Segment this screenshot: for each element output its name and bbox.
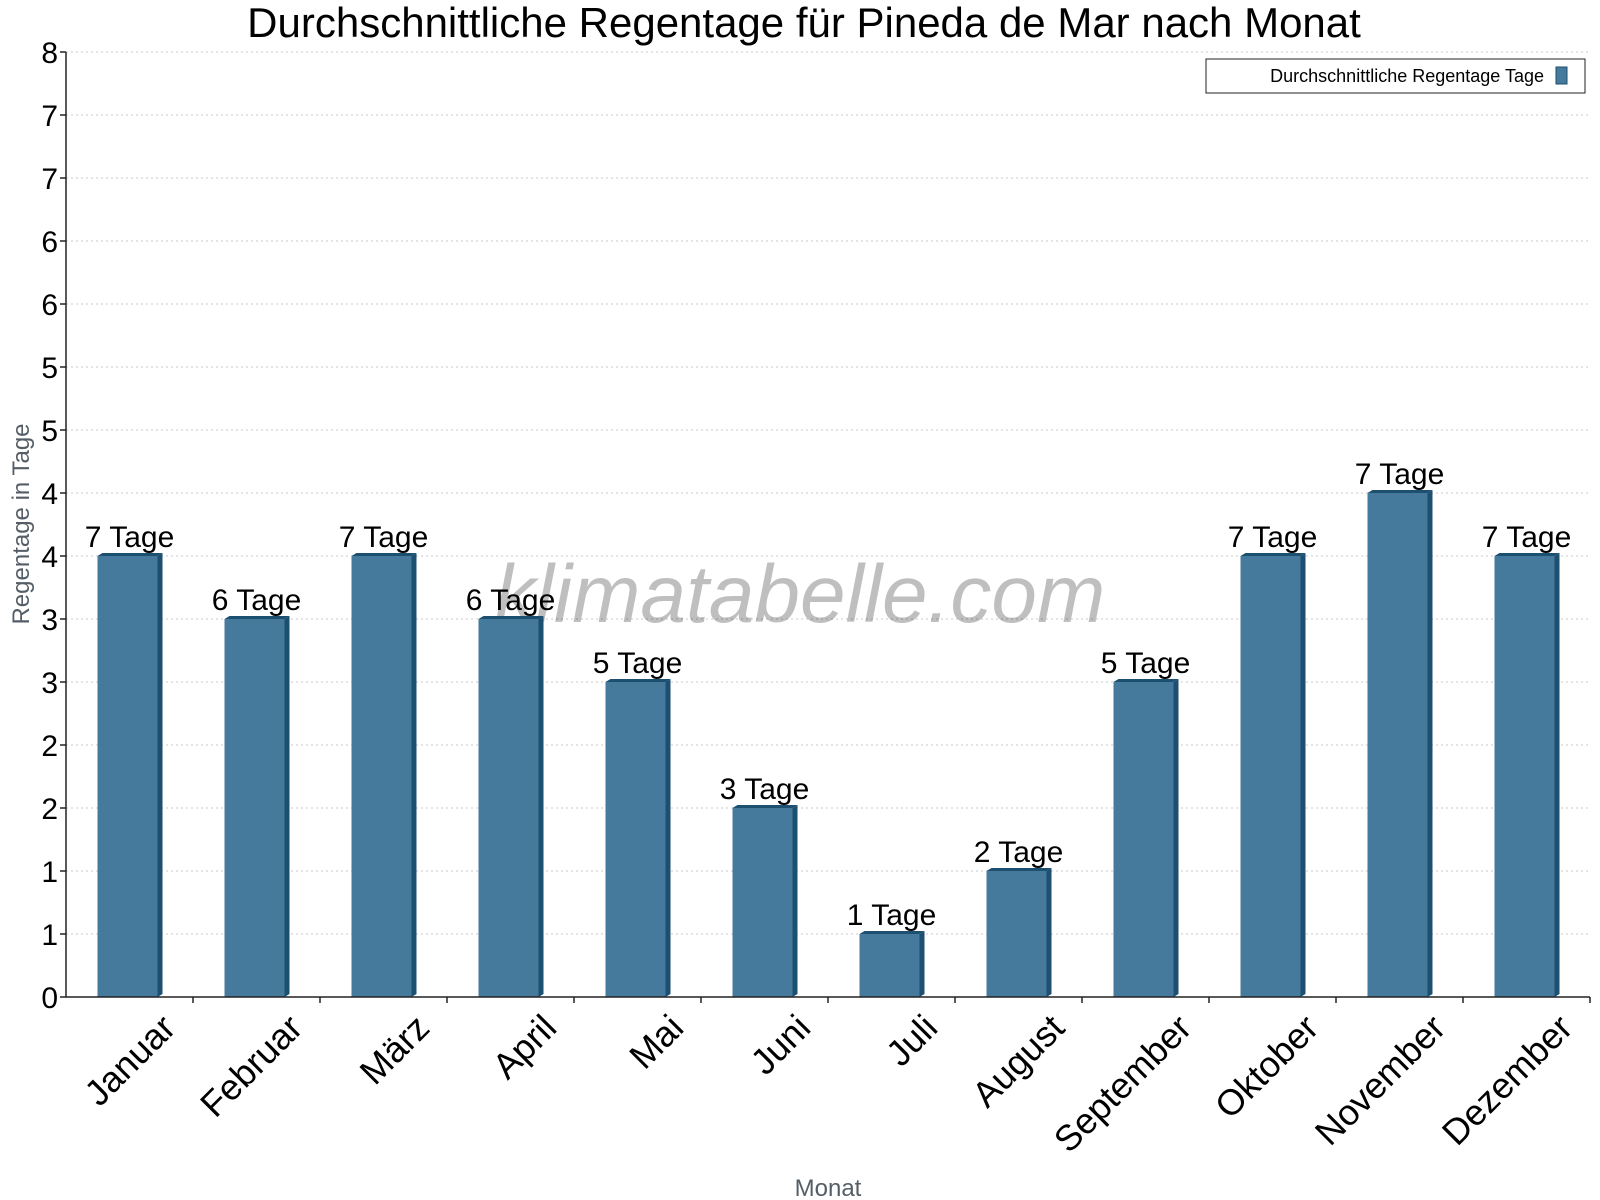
data-label: 7 Tage: [339, 521, 429, 554]
y-tick-label: 5: [41, 415, 58, 448]
bar-top: [859, 931, 925, 934]
data-label: 2 Tage: [974, 836, 1064, 869]
legend-swatch: [1555, 66, 1568, 85]
bar: [732, 808, 793, 997]
bar-side: [157, 553, 163, 997]
bar-top: [1494, 553, 1560, 556]
y-tick-label: 1: [41, 919, 58, 952]
bar: [1240, 556, 1301, 997]
bar-side: [665, 679, 671, 997]
bar: [478, 619, 539, 997]
x-tick-label: Dezember: [1434, 1007, 1580, 1153]
bar-side: [1173, 679, 1179, 997]
y-tick-label: 7: [41, 163, 58, 196]
y-tick-label: 4: [41, 541, 58, 574]
x-tick-label: Mai: [621, 1007, 691, 1077]
bar: [859, 934, 920, 997]
x-tick-label: September: [1046, 1007, 1200, 1161]
bar-side: [1046, 868, 1052, 997]
data-labels: 7 Tage 6 Tage 7 Tage 6 Tage 5 Tage 3 Tage 1 Ta…: [85, 458, 1572, 932]
x-tick-label: Januar: [76, 1007, 183, 1114]
y-tick-label: 5: [41, 352, 58, 385]
y-tick-label: 0: [41, 982, 58, 1015]
x-tick-label: November: [1307, 1007, 1453, 1153]
y-tick-label: 3: [41, 667, 58, 700]
bar-top: [986, 868, 1052, 871]
data-label: 5 Tage: [593, 647, 683, 680]
data-label: 6 Tage: [212, 584, 302, 617]
x-tick-label: April: [484, 1007, 564, 1087]
bar: [351, 556, 412, 997]
axes: [65, 52, 1590, 998]
bar-side: [1300, 553, 1306, 997]
bar-top: [97, 553, 163, 556]
y-tick-label: 7: [41, 100, 58, 133]
x-tick-label: August: [964, 1007, 1072, 1115]
data-label: 3 Tage: [720, 773, 810, 806]
data-label: 6 Tage: [466, 584, 556, 617]
bar-side: [792, 805, 798, 997]
bar: [605, 682, 666, 997]
bar-top: [351, 553, 417, 556]
data-label: 7 Tage: [1228, 521, 1318, 554]
data-label: 7 Tage: [1482, 521, 1572, 554]
bar-top: [605, 679, 671, 682]
y-tick-label: 2: [41, 730, 58, 763]
bar-side: [1554, 553, 1560, 997]
bars: [97, 490, 1560, 997]
chart-title: Durchschnittliche Regentage für Pineda d…: [247, 0, 1361, 46]
grid-lines: [66, 51, 1590, 935]
bar-side: [538, 616, 544, 997]
data-label: 7 Tage: [85, 521, 175, 554]
bar-side: [1427, 490, 1433, 997]
data-label: 5 Tage: [1101, 647, 1191, 680]
x-tick-label: Oktober: [1207, 1007, 1327, 1127]
legend: Durchschnittliche Regentage Tage: [1205, 58, 1586, 94]
bar: [986, 871, 1047, 997]
x-tick-label: Juli: [878, 1007, 945, 1074]
y-tick-label: 2: [41, 793, 58, 826]
bar: [97, 556, 158, 997]
data-label: 1 Tage: [847, 899, 937, 932]
legend-box: [1205, 58, 1586, 94]
bar: [1113, 682, 1174, 997]
bar-top: [224, 616, 290, 619]
bar-side: [919, 931, 925, 997]
bar-top: [478, 616, 544, 619]
data-label: 7 Tage: [1355, 458, 1445, 491]
y-tick-label: 6: [41, 226, 58, 259]
x-axis-label: Monat: [795, 1175, 862, 1200]
y-tick-label: 1: [41, 856, 58, 889]
x-tick-label: Juni: [742, 1007, 818, 1083]
y-tick-label: 3: [41, 604, 58, 637]
bar-top: [1113, 679, 1179, 682]
legend-label: Durchschnittliche Regentage Tage: [1270, 66, 1544, 86]
y-tick-label: 8: [41, 37, 58, 70]
y-axis-label: Regentage in Tage: [8, 423, 35, 624]
x-tick-label: März: [352, 1007, 438, 1093]
y-tick-label: 4: [41, 478, 58, 511]
bar-top: [732, 805, 798, 808]
x-tick-label: Februar: [192, 1007, 310, 1125]
bar: [224, 619, 285, 997]
bar-top: [1367, 490, 1433, 493]
bar: [1367, 493, 1428, 997]
bar-top: [1240, 553, 1306, 556]
y-tick-label: 6: [41, 289, 58, 322]
bar-side: [411, 553, 417, 997]
bar: [1494, 556, 1555, 997]
bar-side: [284, 616, 290, 997]
watermark: klimatabelle.com: [495, 549, 1106, 640]
